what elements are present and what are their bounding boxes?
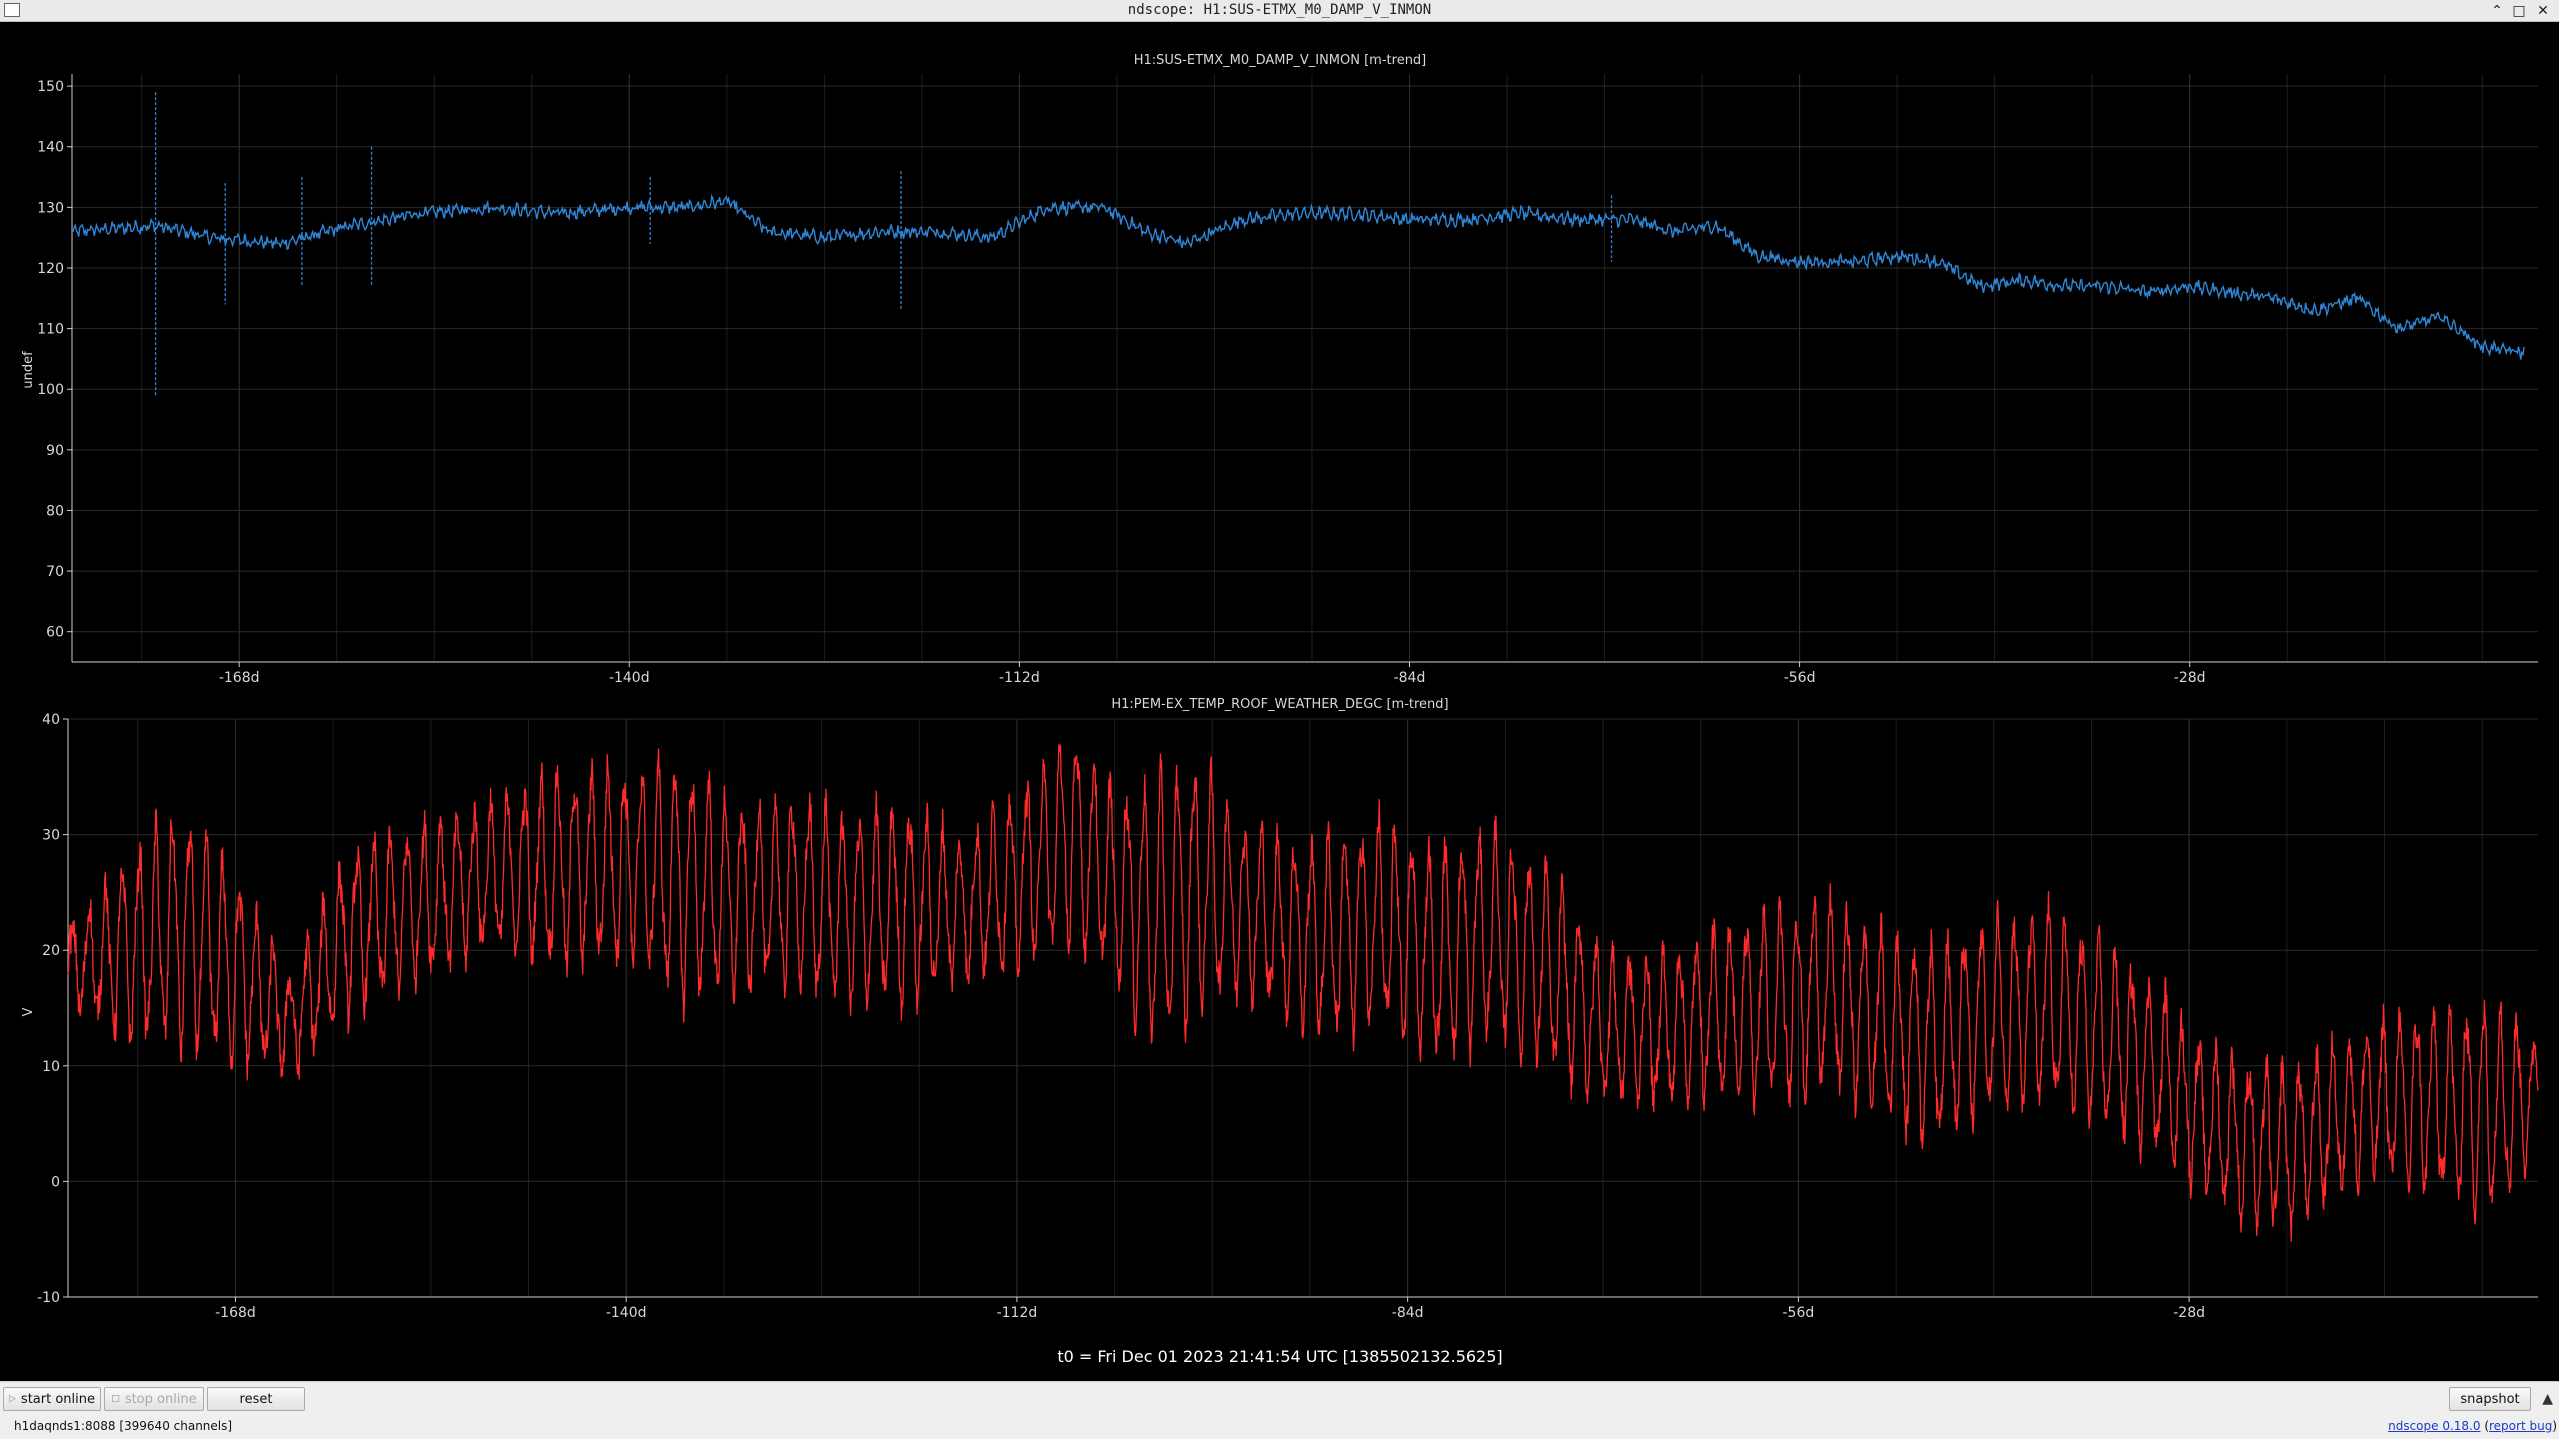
play-icon: ▷ (9, 1394, 16, 1404)
minimize-icon[interactable]: ⌃ (2491, 3, 2503, 19)
bottom-plot[interactable]: -10 0 10 20 30 40 -168d -140d -112d -84d -56d -28d (37, 712, 2539, 1321)
top-series-line (71, 193, 2525, 360)
top-plot-ylabel: undef (21, 351, 36, 389)
top-xtick-label: -84d (1394, 670, 1426, 686)
bottom-ytick-label: 30 (42, 828, 60, 844)
bottom-ytick-label: 20 (42, 943, 60, 959)
bottom-xtick-label: -84d (1392, 1305, 1424, 1321)
stop-online-button[interactable]: □ stop online (104, 1387, 204, 1411)
collapse-icon[interactable]: ▲ (2542, 1391, 2553, 1407)
start-online-button[interactable]: ▷ start online (3, 1387, 101, 1411)
top-ytick-label: 70 (46, 564, 64, 580)
bottom-ytick-label: 10 (42, 1059, 60, 1075)
bottom-ytick-label: -10 (37, 1290, 60, 1306)
top-xtick-label: -28d (2174, 670, 2206, 686)
snapshot-button[interactable]: snapshot (2449, 1387, 2531, 1411)
bottom-plot-title: H1:PEM-EX_TEMP_ROOF_WEATHER_DEGC [m-tren… (1111, 697, 1448, 712)
stop-online-label: stop online (124, 1391, 197, 1407)
bottom-toolbar: ▷ start online □ stop online reset snapsho… (0, 1381, 2559, 1439)
version-info: ndscope 0.18.0 (report bug) (2388, 1419, 2557, 1433)
reset-button[interactable]: reset (207, 1387, 305, 1411)
top-xtick-label: -140d (609, 670, 650, 686)
top-xtick-label: -112d (999, 670, 1040, 686)
bottom-plot-ylabel: V (21, 1007, 36, 1016)
close-icon[interactable]: ✕ (2537, 3, 2549, 19)
bottom-xtick-label: -168d (215, 1305, 256, 1321)
window-title: ndscope: H1:SUS-ETMX_M0_DAMP_V_INMON (1127, 2, 1432, 18)
server-status: h1daqnds1:8088 [399640 channels] (14, 1419, 233, 1433)
top-ytick-label: 110 (37, 322, 64, 338)
bottom-xtick-label: -28d (2173, 1305, 2205, 1321)
top-ytick-label: 100 (37, 382, 64, 398)
bottom-xtick-label: -140d (606, 1305, 647, 1321)
top-ytick-label: 60 (46, 625, 64, 641)
window-titlebar: ndscope: H1:SUS-ETMX_M0_DAMP_V_INMON ⌃ □… (0, 0, 2559, 22)
top-plot[interactable]: 60 70 80 90 100 110 120 130 140 150 -168d -140d -112… (37, 74, 2538, 686)
bottom-ytick-label: 40 (42, 712, 60, 728)
top-ytick-label: 130 (37, 200, 64, 216)
top-ytick-label: 90 (46, 443, 64, 459)
bottom-xtick-label: -56d (1783, 1305, 1815, 1321)
start-online-label: start online (20, 1391, 95, 1407)
report-bug-link[interactable]: report bug (2489, 1419, 2553, 1433)
app-icon (4, 3, 20, 17)
top-ytick-label: 120 (37, 261, 64, 277)
maximize-icon[interactable]: □ (2512, 3, 2526, 19)
top-xtick-label: -56d (1784, 670, 1816, 686)
bottom-ytick-label: 0 (51, 1174, 60, 1190)
bottom-series-line (67, 744, 2539, 1242)
top-ytick-label: 140 (37, 140, 64, 156)
plot-area[interactable]: H1:SUS-ETMX_M0_DAMP_V_INMON [m-trend] un… (0, 22, 2559, 1381)
version-link[interactable]: ndscope 0.18.0 (2388, 1419, 2481, 1433)
stop-icon: □ (111, 1394, 120, 1404)
top-ytick-label: 80 (46, 503, 64, 519)
top-plot-title: H1:SUS-ETMX_M0_DAMP_V_INMON [m-trend] (1134, 53, 1427, 68)
t0-label: t0 = Fri Dec 01 2023 21:41:54 UTC [13855… (1057, 1347, 1502, 1366)
top-xtick-label: -168d (219, 670, 260, 686)
bottom-xtick-label: -112d (997, 1305, 1038, 1321)
top-ytick-label: 150 (37, 79, 64, 95)
plot-canvas[interactable]: H1:SUS-ETMX_M0_DAMP_V_INMON [m-trend] un… (0, 22, 2559, 1381)
